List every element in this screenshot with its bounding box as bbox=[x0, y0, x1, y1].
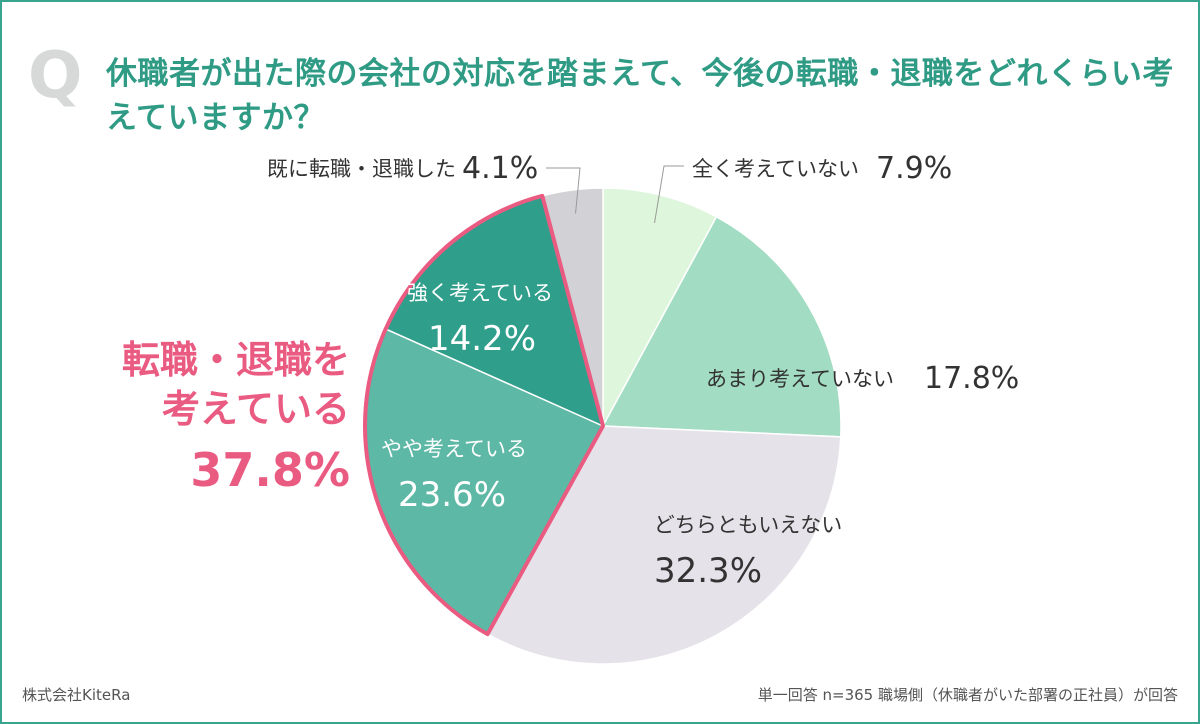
slice-value-1: 7.9% bbox=[876, 151, 952, 186]
pie-slice-3 bbox=[486, 425, 842, 665]
group-highlight-label-line1: 転職・退職を bbox=[121, 338, 350, 382]
leader-line-slice-1 bbox=[654, 165, 684, 224]
slice-label-5: 強く考えている bbox=[407, 281, 553, 305]
question-title: 休職者が出た際の会社の対応を踏まえて、今後の転職・退職をどれくらい考えていますか… bbox=[106, 56, 1174, 137]
group-highlight-label-line2: 考えている bbox=[161, 387, 350, 432]
slice-value-3: 32.3% bbox=[654, 551, 762, 591]
group-highlight-outline bbox=[363, 193, 605, 637]
slice-label-2: あまり考えていない bbox=[706, 367, 894, 391]
slice-label-1: 全く考えていない bbox=[692, 157, 859, 181]
group-highlight-value: 37.8% bbox=[190, 442, 350, 497]
slice-value-5: 14.2% bbox=[428, 319, 536, 359]
pie-slice-2 bbox=[601, 215, 842, 438]
survey-note: 単一回答 n=365 職場側（休職者がいた部署の正社員）が回答 bbox=[757, 686, 1178, 704]
slice-value-6: 4.1% bbox=[462, 151, 538, 186]
slice-label-4: やや考えている bbox=[381, 437, 527, 461]
slice-label-3: どちらともいえない bbox=[654, 513, 843, 537]
pie-slice-1 bbox=[602, 187, 718, 427]
slice-value-2: 17.8% bbox=[924, 361, 1019, 396]
slice-value-4: 23.6% bbox=[398, 475, 506, 515]
company-name: 株式会社KiteRa bbox=[22, 686, 131, 704]
question-mark-icon: Q bbox=[28, 39, 83, 113]
leader-line-slice-6 bbox=[546, 167, 581, 214]
group-highlight-callout: 転職・退職を 考えている 37.8% bbox=[100, 336, 350, 501]
slice-label-6: 既に転職・退職した bbox=[267, 157, 456, 181]
